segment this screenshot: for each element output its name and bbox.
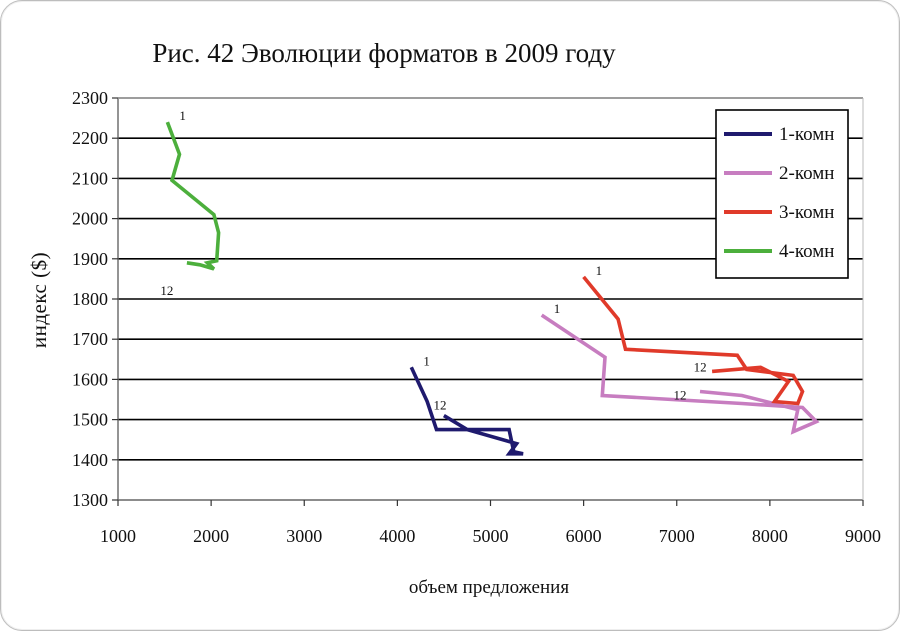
legend-item-4: 4-комн (779, 241, 834, 262)
chart-title: Рис. 42 Эволюции форматов в 2009 году (152, 38, 616, 68)
y-tick-label-1300: 1300 (72, 490, 108, 510)
y-tick-label-1800: 1800 (72, 289, 108, 309)
series-line-3 (582, 275, 805, 406)
y-tick-label-2200: 2200 (72, 128, 108, 148)
x-tick-label-3000: 3000 (286, 526, 322, 546)
series-1-end-label: 12 (433, 398, 446, 413)
x-tick-label-2000: 2000 (193, 526, 229, 546)
series-4-start-label: 1 (179, 108, 186, 123)
legend-item-2: 2-комн (779, 163, 834, 184)
series-layer: 1 12 1 12 1 12 1 12 (160, 108, 820, 456)
series-1-start-label: 1 (423, 353, 430, 368)
y-tick-label-1600: 1600 (72, 369, 108, 389)
x-axis-label: объем предложения (409, 577, 569, 598)
y-tick-label-1700: 1700 (72, 329, 108, 349)
legend-item-3: 3-комн (779, 202, 834, 223)
series-line-1 (409, 366, 524, 456)
y-tick-label-2300: 2300 (72, 88, 108, 108)
y-axis-label: индекс ($) (27, 252, 51, 348)
x-tick-label-1000: 1000 (100, 526, 136, 546)
y-axis: 1300 1400 1500 1600 1700 1800 1900 2000 2100 2200… (72, 88, 118, 510)
series-3-end-label: 12 (694, 359, 707, 374)
y-tick-label-2100: 2100 (72, 168, 108, 188)
y-tick-label-1900: 1900 (72, 249, 108, 269)
y-tick-label-2000: 2000 (72, 209, 108, 229)
legend-item-1: 1-комн (779, 124, 834, 145)
y-tick-label-1500: 1500 (72, 410, 108, 430)
x-tick-label-8000: 8000 (752, 526, 788, 546)
series-2-start-label: 1 (554, 301, 561, 316)
x-axis: 1000 2000 3000 4000 5000 6000 7000 8000 9000 (100, 500, 881, 546)
x-tick-label-7000: 7000 (659, 526, 695, 546)
series-line-2 (540, 313, 820, 435)
series-4-end-label: 12 (160, 283, 173, 298)
legend: 1-комн 2-комн 3-комн 4-комн (715, 109, 849, 279)
x-tick-label-6000: 6000 (566, 526, 602, 546)
y-tick-label-1400: 1400 (72, 450, 108, 470)
x-tick-label-4000: 4000 (379, 526, 415, 546)
x-tick-label-9000: 9000 (845, 526, 881, 546)
series-2-end-label: 12 (674, 387, 687, 402)
series-line-4 (165, 121, 221, 271)
x-tick-label-5000: 5000 (473, 526, 509, 546)
series-3-start-label: 1 (596, 263, 603, 278)
